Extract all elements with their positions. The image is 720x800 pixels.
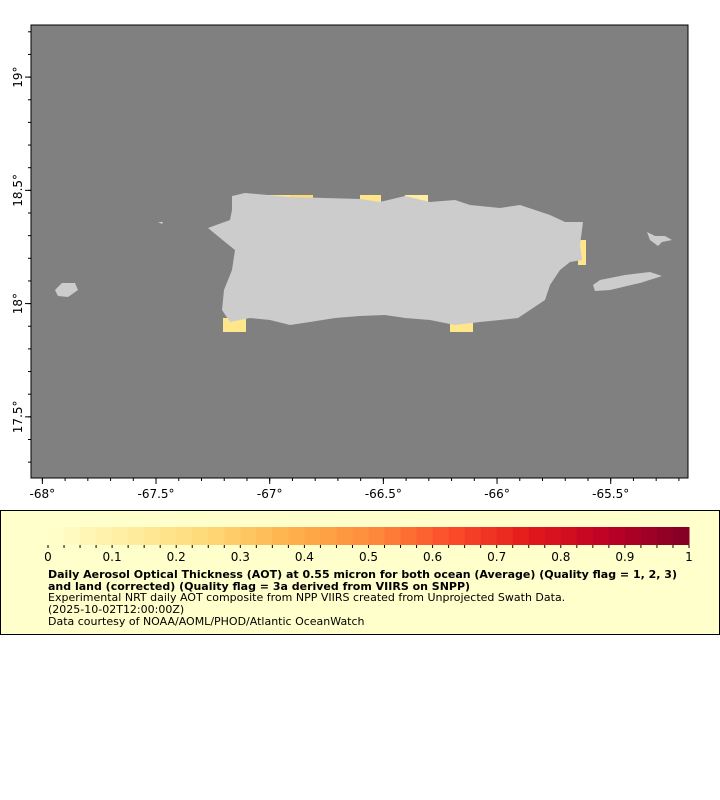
colorbar-segment [416, 527, 434, 545]
colorbar-segment [320, 527, 337, 545]
colorbar-segment [352, 527, 369, 545]
colorbar-segment [608, 527, 626, 545]
colorbar-tick-label: 0.4 [295, 550, 314, 564]
colorbar-segment [96, 527, 113, 545]
colorbar-tick-label: 0.6 [423, 550, 442, 564]
colorbar-segment [368, 527, 386, 545]
colorbar-tick-label: 0.8 [551, 550, 570, 564]
colorbar-segment [656, 527, 674, 545]
aot-pixel [360, 195, 381, 202]
colorbar-segment [144, 527, 161, 545]
colorbar-tick-label: 0.9 [615, 550, 634, 564]
colorbar-tick-label: 0.3 [231, 550, 250, 564]
colorbar-segment [128, 527, 145, 545]
colorbar-segment [224, 527, 241, 545]
colorbar-segment [480, 527, 498, 545]
culebra-island [647, 232, 672, 246]
colorbar-segment [64, 527, 81, 545]
map-axes: -68° -67.5° -67° -66.5° -66° -65.5° 19° 18.5° 18… [11, 31, 680, 501]
legend-time: (2025-10-02T12:00:00Z) [48, 603, 185, 616]
lon-tick-label: -65.5° [592, 487, 629, 501]
colorbar-segment [288, 527, 305, 545]
mona-island [55, 283, 78, 297]
map-plot: -68° -67.5° -67° -66.5° -66° -65.5° 19° 18.5° 18… [11, 24, 689, 501]
colorbar-segment [576, 527, 594, 545]
colorbar-segment [544, 527, 562, 545]
colorbar-tick-label: 0.1 [103, 550, 122, 564]
colorbar-segment [176, 527, 193, 545]
colorbar-segment [48, 527, 65, 545]
colorbar-segment [272, 527, 289, 545]
lat-tick-label: 18° [11, 293, 25, 314]
lon-tick-label: -67.5° [138, 487, 175, 501]
lon-tick-label: -67° [257, 487, 283, 501]
desecheo-island [158, 222, 163, 224]
colorbar: 0 0.1 0.2 0.3 0.4 0.5 0.6 0.7 0.8 0.9 1 [44, 527, 693, 564]
colorbar-tick-label: 0.5 [359, 550, 378, 564]
colorbar-segment [592, 527, 610, 545]
lon-tick-label: -68° [30, 487, 56, 501]
colorbar-tick-label: 1 [685, 550, 693, 564]
aot-pixel [578, 240, 586, 265]
lon-tick-label: -66.5° [365, 487, 402, 501]
colorbar-segment [256, 527, 273, 545]
colorbar-segment [624, 527, 642, 545]
colorbar-segment [240, 527, 257, 545]
colorbar-segment [400, 527, 418, 545]
colorbar-segment [448, 527, 466, 545]
vieques-island [593, 272, 662, 291]
colorbar-segment [672, 527, 690, 545]
puerto-rico-island [208, 193, 583, 325]
colorbar-tick-label: 0.7 [487, 550, 506, 564]
colorbar-segment [640, 527, 658, 545]
colorbar-tick-label: 0.2 [167, 550, 186, 564]
legend-panel: 0 0.1 0.2 0.3 0.4 0.5 0.6 0.7 0.8 0.9 1 Daily Aero… [0, 510, 720, 635]
colorbar-segment [512, 527, 530, 545]
lat-tick-label: 17.5° [11, 400, 25, 433]
colorbar-tick-label: 0 [44, 550, 52, 564]
colorbar-segment [112, 527, 129, 545]
land-mask [55, 193, 672, 325]
legend-description: Experimental NRT daily AOT composite fro… [48, 591, 566, 604]
colorbar-segment [528, 527, 546, 545]
aot-pixel [223, 318, 246, 332]
colorbar-segment [80, 527, 97, 545]
colorbar-segment [192, 527, 209, 545]
lon-tick-label: -66° [484, 487, 510, 501]
colorbar-segment [160, 527, 177, 545]
lat-tick-label: 18.5° [11, 174, 25, 207]
map-frame [30, 24, 689, 479]
colorbar-segment [208, 527, 225, 545]
colorbar-segment [496, 527, 514, 545]
colorbar-segment [304, 527, 321, 545]
legend-title: Daily Aerosol Optical Thickness (AOT) at… [48, 568, 677, 593]
colorbar-segment [432, 527, 450, 545]
colorbar-segment [560, 527, 578, 545]
legend-credit: Data courtesy of NOAA/AOML/PHOD/Atlantic… [48, 615, 365, 628]
colorbar-segment [336, 527, 353, 545]
colorbar-segment [384, 527, 402, 545]
colorbar-segment [464, 527, 482, 545]
lat-tick-label: 19° [11, 66, 25, 87]
